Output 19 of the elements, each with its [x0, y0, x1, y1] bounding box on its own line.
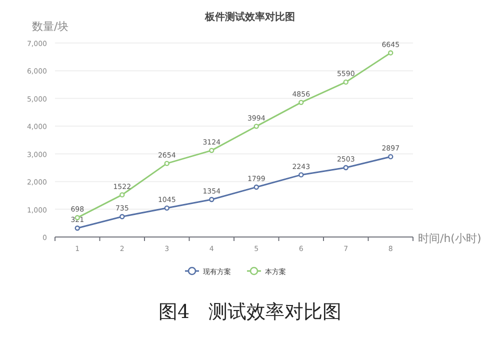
- point: [388, 154, 394, 160]
- point: [254, 184, 259, 190]
- point: [209, 148, 214, 154]
- point: [164, 160, 170, 166]
- y-axis-title: 数量/块: [32, 20, 69, 33]
- caption: 图4 测试效率对比图: [158, 301, 342, 323]
- point: [343, 165, 348, 170]
- point: [120, 214, 125, 220]
- point: [298, 100, 304, 106]
- point: [74, 226, 80, 231]
- point: [209, 196, 214, 202]
- chart-title: 板件测试效率对比图: [204, 11, 295, 23]
- point: [298, 172, 304, 178]
- point: [164, 205, 170, 211]
- point: [388, 50, 394, 56]
- point: [254, 124, 259, 129]
- point: [343, 79, 348, 85]
- x-axis-title: 时间/h(小时): [418, 232, 482, 245]
- point: [120, 192, 125, 198]
